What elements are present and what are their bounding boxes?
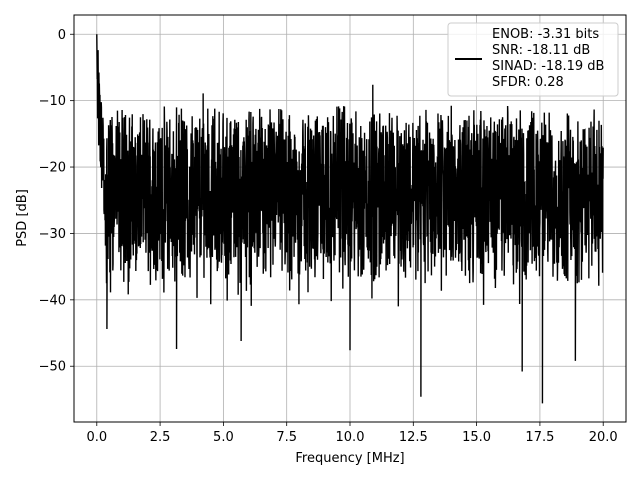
x-tick-label: 15.0 — [462, 430, 491, 445]
x-tick-label: 12.5 — [399, 430, 428, 445]
y-tick-label: −10 — [39, 94, 66, 109]
legend-entry-sfdr: SFDR: 0.28 — [492, 75, 564, 90]
legend-entry-sinad: SINAD: -18.19 dB — [492, 59, 604, 74]
y-tick-label: −20 — [39, 161, 66, 176]
x-tick-label: 5.0 — [213, 430, 234, 445]
x-tick-label: 2.5 — [150, 430, 171, 445]
y-axis-label: PSD [dB] — [15, 189, 30, 247]
plot-area — [96, 34, 604, 404]
x-axis-ticks: 0.0 2.5 5.0 7.5 10.0 12.5 15.0 17.5 20.0 — [86, 422, 618, 445]
x-tick-label: 7.5 — [276, 430, 297, 445]
x-tick-label: 17.5 — [525, 430, 554, 445]
x-tick-label: 10.0 — [336, 430, 365, 445]
x-axis-label: Frequency [MHz] — [295, 451, 404, 466]
x-tick-label: 0.0 — [86, 430, 107, 445]
legend-entry-snr: SNR: -18.11 dB — [492, 43, 590, 58]
psd-series-line — [96, 34, 604, 404]
y-axis-ticks: 0 −10 −20 −30 −40 −50 — [39, 28, 74, 375]
y-tick-label: 0 — [58, 28, 66, 43]
legend: ENOB: -3.31 bits SNR: -18.11 dB SINAD: -… — [447, 22, 619, 97]
y-tick-label: −40 — [39, 293, 66, 308]
legend-entry-enob: ENOB: -3.31 bits — [492, 27, 599, 42]
x-tick-label: 20.0 — [589, 430, 618, 445]
y-tick-label: −50 — [39, 360, 66, 375]
legend-box — [447, 22, 619, 97]
y-tick-label: −30 — [39, 227, 66, 242]
